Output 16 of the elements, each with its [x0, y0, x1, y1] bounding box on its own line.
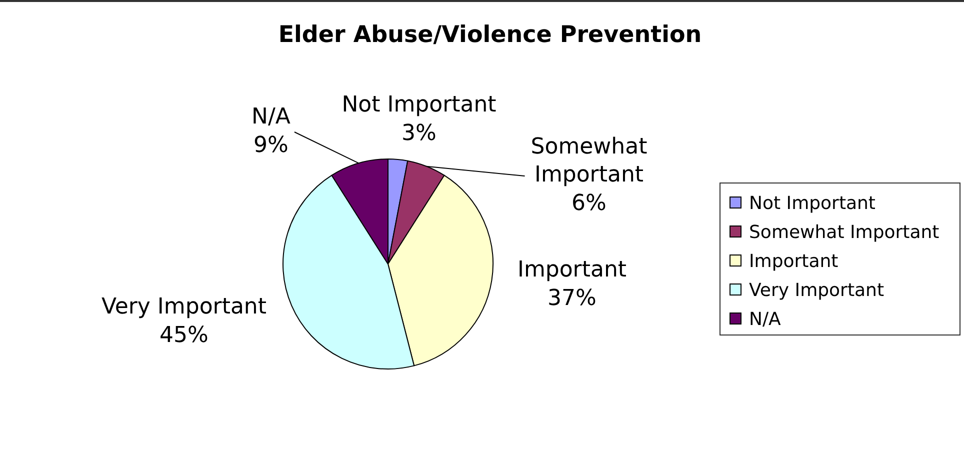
legend-label: Somewhat Important	[749, 222, 940, 243]
chart-title: Elder Abuse/Violence Prevention	[278, 22, 702, 48]
slice-label: Very Important	[102, 294, 267, 320]
slice-label: Important	[517, 258, 627, 283]
data-label: 9%	[254, 132, 288, 158]
data-label: 3%	[402, 120, 436, 146]
legend-label: Not Important	[749, 193, 876, 214]
data-label: 6%	[572, 190, 606, 216]
slice-label: Not Important	[342, 92, 497, 118]
data-label: 37%	[548, 286, 596, 311]
slice-label: Somewhat Important	[530, 134, 648, 188]
data-label: 45%	[160, 322, 208, 348]
legend-label: Very Important	[749, 280, 884, 301]
legend-label: N/A	[749, 309, 782, 330]
slice-label: N/A	[252, 104, 290, 130]
legend-label: Important	[749, 251, 838, 272]
